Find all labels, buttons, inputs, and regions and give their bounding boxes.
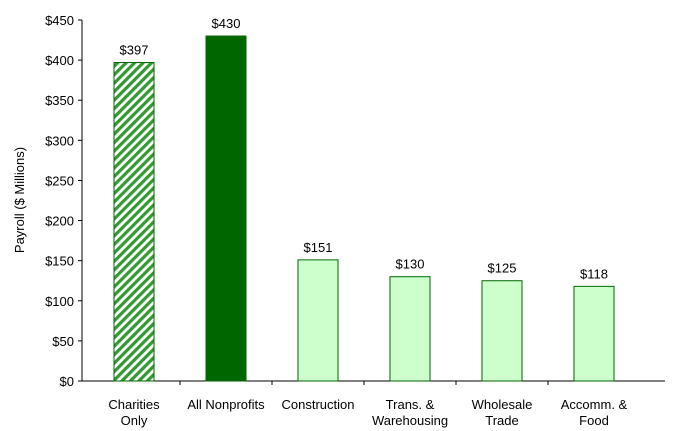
x-tick-label: Charities Only: [108, 397, 160, 428]
x-tick-label: Construction: [282, 397, 355, 412]
x-tick-label-line: Only: [121, 413, 148, 428]
value-label: $125: [488, 261, 517, 276]
bar: [573, 285, 615, 382]
x-tick-label-line: Food: [579, 413, 609, 428]
x-tick-label-line: Trade: [485, 413, 518, 428]
x-tick-label-line: Charities: [108, 397, 160, 412]
y-tick-label: $300: [45, 133, 74, 148]
value-label: $118: [580, 266, 608, 281]
x-tick-label-line: All Nonprofits: [187, 397, 265, 412]
y-tick-label: $350: [45, 93, 74, 108]
y-tick-label: $50: [52, 334, 74, 349]
value-label: $430: [212, 16, 241, 31]
value-label: $151: [304, 240, 333, 255]
x-tick-label: Accomm. & Food: [561, 397, 628, 428]
x-tick-label-line: Trans. &: [386, 397, 435, 412]
x-tick-label-line: Construction: [282, 397, 355, 412]
x-tick-label: Trans. & Warehousing: [372, 397, 448, 428]
y-axis-title: Payroll ($ Millions): [12, 147, 27, 253]
value-label: $130: [396, 257, 425, 272]
y-tick-label: $250: [45, 173, 74, 188]
bar: [205, 35, 247, 382]
y-tick-label: $100: [45, 294, 74, 309]
y-tick-label: $400: [45, 53, 74, 68]
y-tick-label: $450: [45, 13, 74, 28]
bar: [297, 259, 339, 382]
x-tick-label-line: Warehousing: [372, 413, 448, 428]
bar: [113, 62, 155, 382]
bar: [481, 280, 523, 382]
x-tick-label-line: Accomm. &: [561, 397, 628, 412]
x-tick-label-line: Wholesale: [472, 397, 533, 412]
y-tick-label: $150: [45, 254, 74, 269]
y-tick-label: $200: [45, 214, 74, 229]
x-tick-label: All Nonprofits: [187, 397, 265, 412]
bar: [389, 276, 431, 382]
y-tick-label: $0: [60, 374, 74, 389]
x-tick-label: Wholesale Trade: [472, 397, 533, 428]
value-label: $397: [120, 43, 149, 58]
